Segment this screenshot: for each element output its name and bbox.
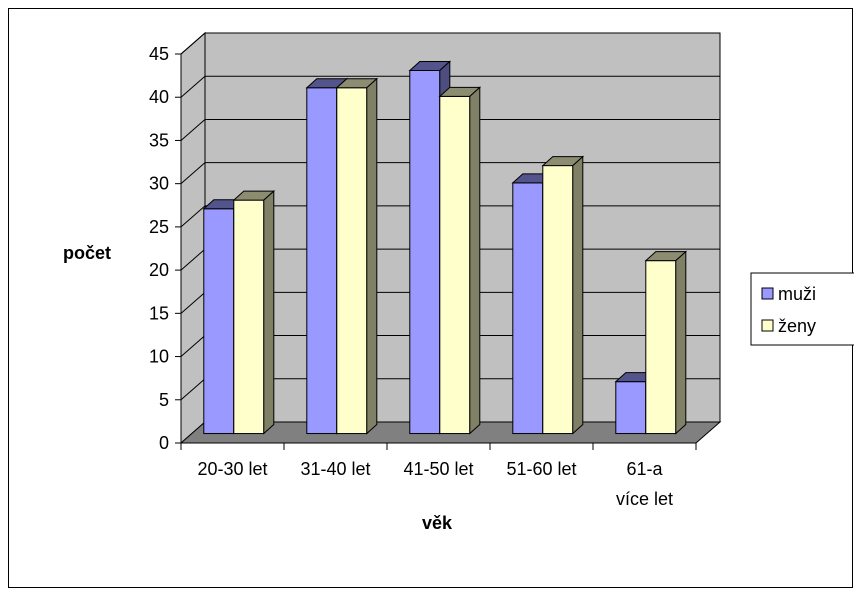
bar-ženy-4 <box>644 250 688 435</box>
gridline-side <box>180 205 206 228</box>
bar-ženy-0 <box>232 190 276 435</box>
gridline-side <box>180 119 206 141</box>
y-tick-label: 45 <box>149 44 169 64</box>
bar-side <box>675 250 687 435</box>
legend-swatch-muzi <box>761 287 774 300</box>
bar-front <box>512 182 544 435</box>
y-tick-label: 20 <box>149 260 169 280</box>
gridline-side <box>180 75 206 98</box>
y-tick-label: 5 <box>159 390 169 410</box>
bar-front <box>336 87 368 435</box>
y-tick-label: 25 <box>149 217 169 237</box>
chart-frame: 0 5 10 15 20 25 30 35 40 45 20-30 let 31-40 let 41-… <box>8 8 854 588</box>
y-axis-title: počet <box>63 243 111 263</box>
bar-front <box>233 199 265 435</box>
bar-ženy-1 <box>335 77 379 435</box>
bar-front <box>306 87 338 435</box>
x-tick-labels: 20-30 let 31-40 let 41-50 let 51-60 let 61-a… <box>197 459 673 509</box>
x-axis-title: věk <box>422 513 453 533</box>
gridline-side <box>180 248 206 271</box>
axes <box>175 53 697 450</box>
bar-ženy-3 <box>541 155 585 435</box>
legend-box <box>750 272 854 346</box>
x-tick-label: 20-30 let <box>197 459 267 479</box>
bar-front <box>542 165 574 435</box>
bars <box>202 60 688 435</box>
y-tick-label: 40 <box>149 87 169 107</box>
gridline-side <box>180 335 206 357</box>
gridline-side <box>180 291 206 314</box>
x-tick-label: 41-50 let <box>403 459 473 479</box>
bar-ženy-2 <box>438 86 482 435</box>
legend: muži ženy <box>750 272 854 346</box>
bar-front <box>409 69 441 435</box>
gridline-side <box>180 378 206 401</box>
y-tick-labels: 0 5 10 15 20 25 30 35 40 45 <box>149 44 169 453</box>
gridline-side <box>180 162 206 185</box>
y-tick-label: 35 <box>149 130 169 150</box>
x-tick-label: více let <box>616 489 673 509</box>
bar-chart: 0 5 10 15 20 25 30 35 40 45 20-30 let 31-40 let 41-… <box>63 31 854 533</box>
legend-swatch-zeny <box>761 319 774 332</box>
x-tick-label: 31-40 let <box>300 459 370 479</box>
gridline-side <box>180 32 206 55</box>
y-tick-label: 10 <box>149 347 169 367</box>
bar-front <box>439 95 471 435</box>
bar-side <box>366 77 378 435</box>
x-tick-label: 51-60 let <box>506 459 576 479</box>
legend-label-zeny: ženy <box>778 316 816 336</box>
bar-side <box>469 86 481 435</box>
bar-front <box>645 260 677 435</box>
legend-label-muzi: muži <box>778 284 816 304</box>
bar-front <box>615 381 647 435</box>
bar-side <box>263 190 275 435</box>
y-tick-label: 15 <box>149 303 169 323</box>
x-tick-label: 61-a <box>626 459 663 479</box>
y-tick-label: 0 <box>159 433 169 453</box>
bar-side <box>572 155 584 435</box>
bar-front <box>203 208 235 435</box>
y-tick-label: 30 <box>149 174 169 194</box>
